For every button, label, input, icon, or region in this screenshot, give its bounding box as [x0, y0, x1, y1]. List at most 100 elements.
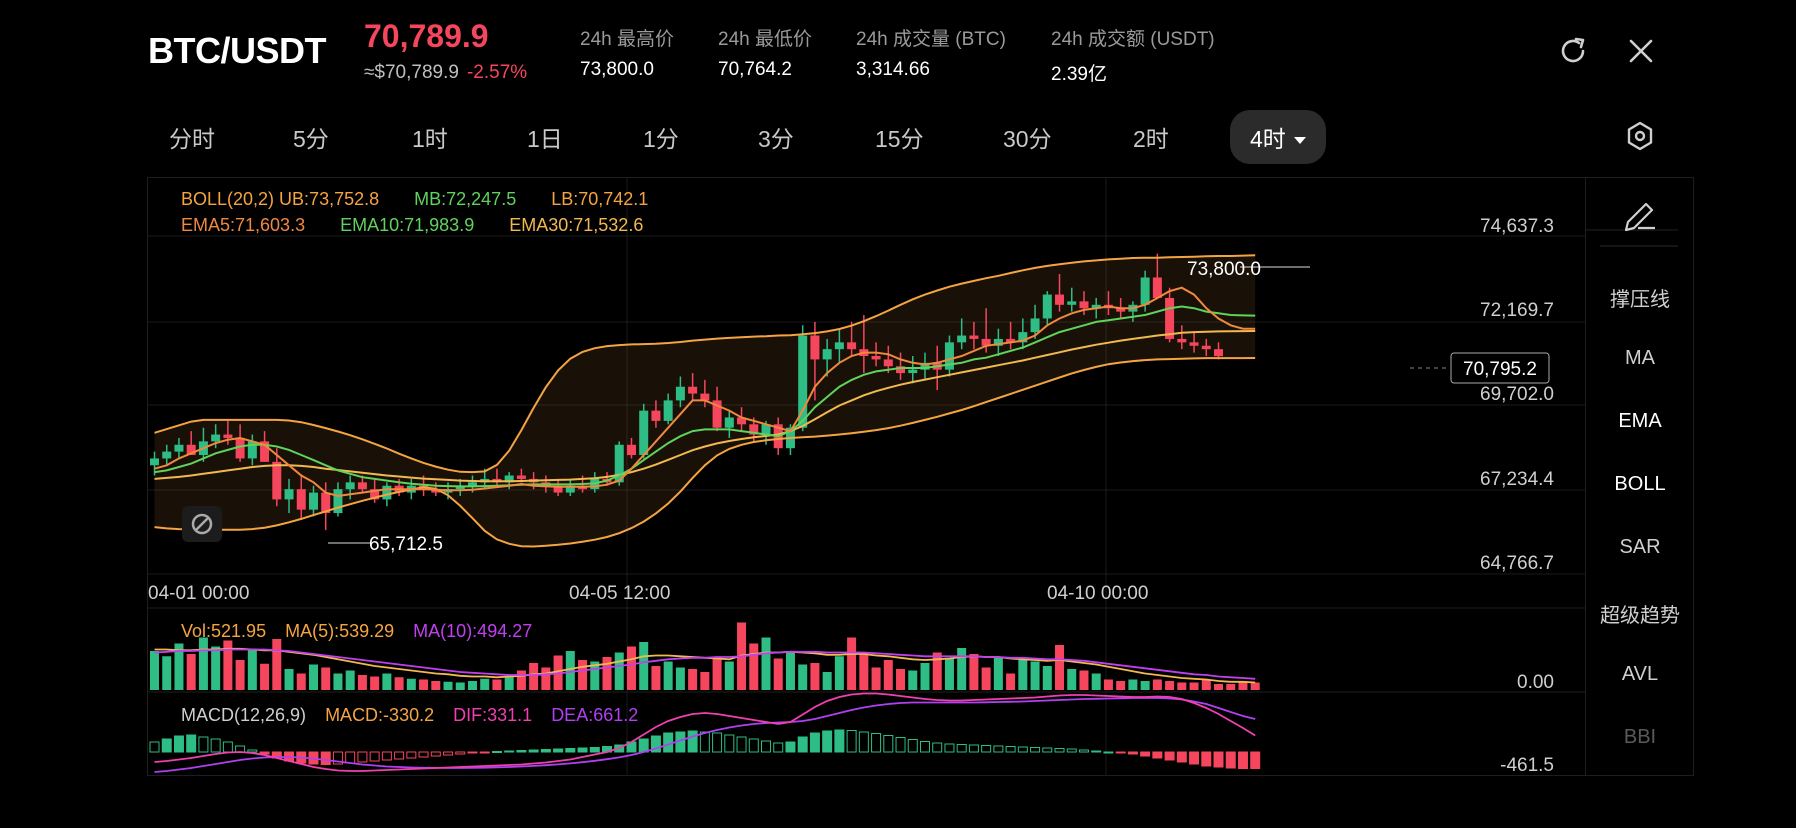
macd-bar — [944, 743, 955, 753]
macd-bar — [748, 738, 759, 753]
volume-bar — [198, 637, 208, 690]
logo-badge-icon[interactable] — [182, 506, 222, 542]
macd-bar — [345, 751, 356, 764]
volume-bar — [761, 637, 771, 690]
candle-body — [981, 338, 991, 346]
candle-body — [1177, 338, 1187, 343]
tool-boll[interactable]: BOLL — [1614, 473, 1666, 495]
candle-body — [761, 424, 771, 435]
interval-tab-2h[interactable]: 2时 — [1133, 126, 1169, 152]
candle-body — [1042, 294, 1052, 319]
volume-bar — [896, 669, 906, 690]
macd-bar — [785, 741, 796, 753]
volume-bar — [480, 678, 490, 690]
macd-bar — [883, 735, 894, 753]
macd-dea-line — [154, 697, 1256, 773]
candle-body — [357, 482, 367, 490]
macd-bar — [381, 751, 392, 761]
candle-body — [370, 489, 380, 500]
interval-tab-1m[interactable]: 1分 — [643, 126, 679, 152]
macd-bar — [259, 751, 270, 755]
macd-bar — [699, 731, 710, 753]
macd-bar — [1250, 751, 1261, 769]
macd-bar — [516, 750, 527, 753]
macd-bar — [773, 742, 784, 753]
volume-bar — [785, 652, 795, 690]
draw-pencil-icon[interactable] — [1620, 202, 1655, 232]
macd-bar — [565, 748, 576, 753]
candle-body — [847, 342, 857, 350]
candle-body — [639, 410, 649, 456]
settings-hexagon-icon[interactable] — [1623, 119, 1657, 153]
volume-bar — [516, 670, 526, 690]
macd-bar — [993, 745, 1004, 753]
candle-body — [1006, 338, 1016, 343]
macd-bar — [540, 749, 551, 753]
macd-dif-line — [154, 692, 1256, 772]
tool-avl[interactable]: AVL — [1621, 663, 1659, 685]
close-icon[interactable] — [1624, 34, 1658, 68]
macd-bar — [222, 741, 233, 753]
volume-bar — [150, 651, 159, 690]
volume-bar — [1238, 682, 1248, 690]
candle-body — [993, 338, 1003, 346]
macd-bar — [198, 736, 209, 753]
candle-body — [174, 444, 184, 452]
macd-bar — [736, 736, 747, 753]
candle-body — [345, 482, 355, 490]
tool-ma[interactable]: MA — [1625, 347, 1655, 369]
volume-bar — [211, 646, 221, 690]
volume-bar — [749, 643, 759, 690]
macd-bar — [1201, 751, 1212, 767]
candle-body — [1201, 345, 1211, 350]
macd-bar — [406, 751, 417, 759]
candle-body — [162, 451, 172, 459]
volume-bar — [810, 663, 820, 690]
volume-bar — [957, 648, 967, 690]
interval-tab-1d[interactable]: 1日 — [527, 126, 563, 152]
interval-tab-1h[interactable]: 1时 — [412, 126, 448, 152]
tool-bbi[interactable]: BBI — [1623, 726, 1657, 748]
dea-value: DEA:661.2 — [551, 705, 639, 725]
refresh-icon[interactable] — [1556, 34, 1590, 68]
volume-bar — [1165, 681, 1175, 690]
tool-sar[interactable]: SAR — [1619, 536, 1661, 558]
macd-bar — [418, 751, 429, 758]
volume-bar — [688, 669, 698, 690]
macd-bar — [455, 751, 466, 755]
volume-bars — [150, 622, 1260, 690]
interval-tab-30m[interactable]: 30分 — [1003, 126, 1052, 152]
interval-tab-5m[interactable]: 5分 — [293, 126, 329, 152]
stat-label: 24h 成交量 (BTC) — [856, 29, 1006, 50]
candle-body — [1079, 301, 1089, 309]
macd-bar — [1054, 748, 1065, 753]
interval-tab-timeline[interactable]: 分时 — [169, 126, 215, 152]
volume-bar — [1067, 669, 1077, 690]
macd-bar — [1017, 746, 1028, 753]
macd-bar — [846, 730, 857, 753]
macd-bar — [1213, 751, 1224, 768]
tool-ema[interactable]: EMA — [1618, 410, 1662, 432]
interval-tab-3m[interactable]: 3分 — [758, 126, 794, 152]
macd-bar — [430, 751, 441, 757]
interval-tab-4h[interactable]: 4时 — [1230, 110, 1326, 164]
ema30-legend: EMA30:71,532.6 — [509, 215, 644, 235]
volume-ma10-line — [154, 648, 1256, 680]
candle-body — [908, 369, 918, 374]
volume-bar — [1152, 679, 1162, 690]
macd-bar — [834, 729, 845, 753]
macd-bar — [687, 730, 698, 753]
macd-bar — [149, 741, 160, 753]
tool-support-resistance[interactable]: 撑压线 — [1610, 289, 1670, 311]
macd-bar — [956, 744, 967, 753]
trading-pair-title: BTC/USDT — [148, 30, 327, 71]
volume-bar — [1201, 679, 1211, 690]
boll-lb-legend: LB:70,742.1 — [551, 189, 649, 209]
macd-axis-label: -461.5 — [1500, 755, 1554, 776]
volume-bar — [455, 682, 465, 690]
candle-body — [688, 386, 698, 394]
volume-bar — [235, 660, 245, 690]
tool-supertrend[interactable]: 超级趋势 — [1600, 605, 1680, 627]
interval-tab-15m[interactable]: 15分 — [875, 126, 924, 152]
